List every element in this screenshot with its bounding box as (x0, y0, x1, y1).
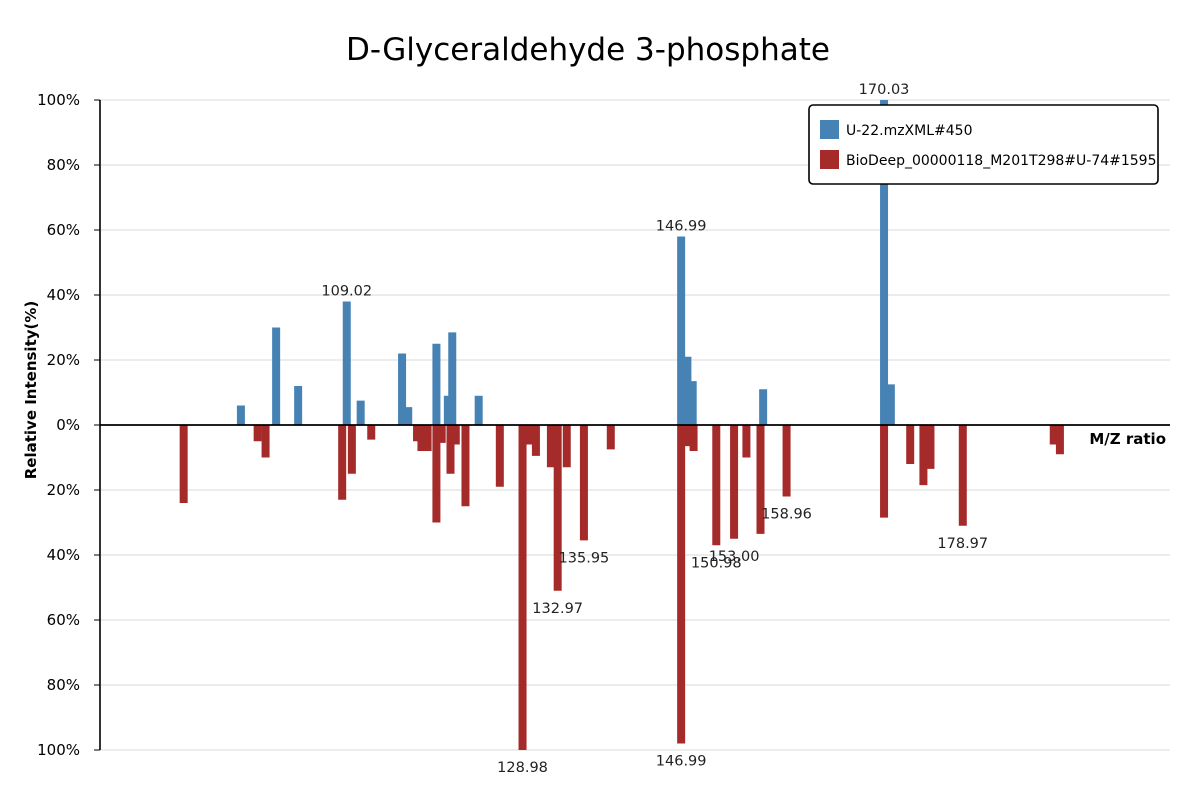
library-peak-bar (179, 425, 188, 503)
legend-box (808, 104, 1159, 185)
y-tick-label: 60% (47, 611, 80, 629)
y-tick-label: 20% (47, 351, 80, 369)
peak-labels: 109.02 146.99 170.03 128.98 132.97 135.95 146.… (321, 82, 988, 776)
library-peak-bar (524, 425, 532, 445)
reference-peak-bar (677, 236, 686, 425)
peak-label: 178.97 (937, 536, 988, 552)
library-peak-bar (1055, 425, 1064, 455)
reference-peak-bar (398, 353, 407, 425)
library-peak-bar (432, 425, 441, 523)
library-peak-bar (446, 425, 455, 474)
library-peak-bar (579, 425, 588, 541)
library-peak-bar (958, 425, 967, 526)
peak-label: 170.03 (859, 82, 910, 98)
library-peak-bar (880, 425, 889, 518)
grid-layer (100, 99, 1170, 751)
reference-peak-bar (448, 332, 457, 425)
library-peak-bar (423, 425, 432, 451)
legend-swatch-reference (820, 120, 839, 139)
library-peak-bar (906, 425, 915, 464)
legend: U-22.mzXML#450 BioDeep_00000118_M201T298… (808, 104, 1159, 185)
library-peak-bar (562, 425, 571, 468)
peak-label: 135.95 (559, 550, 610, 566)
library-peak-bar (495, 425, 504, 487)
y-ticks: 100% 80% 60% 40% 20% 0% 20% 40% 60% 80% 100% (37, 91, 100, 759)
library-peaks (179, 425, 1064, 750)
library-peak-bar (437, 425, 446, 443)
library-peak-bar (518, 425, 527, 750)
library-peak-bar (546, 425, 555, 468)
reference-peak-bar (272, 327, 281, 425)
y-tick-label: 60% (47, 221, 80, 239)
library-peak-bar (712, 425, 721, 546)
peak-label: 146.99 (656, 754, 707, 770)
peak-label: 128.98 (497, 760, 548, 776)
peak-label: 146.99 (656, 219, 707, 235)
library-peak-bar (417, 425, 426, 451)
library-peak-bar (461, 425, 470, 507)
y-tick-label: 80% (47, 156, 80, 174)
legend-swatch-library (820, 150, 839, 169)
peak-label: 150.98 (691, 555, 742, 571)
y-tick-label: 100% (37, 741, 80, 759)
library-peak-bar (347, 425, 356, 474)
reference-peak-bar (236, 405, 245, 425)
peak-label: 153.00 (709, 549, 760, 565)
library-peak-bar (553, 425, 562, 591)
library-peak-bar (756, 425, 765, 534)
legend-label-library: BioDeep_00000118_M201T298#U-74#1595 (846, 153, 1157, 169)
peak-label: 132.97 (532, 601, 583, 617)
library-peak-bar (413, 425, 422, 442)
chart-title: D-Glyceraldehyde 3-phosphate (346, 32, 830, 68)
reference-peak-bar (432, 343, 441, 425)
reference-peak-bar (683, 356, 692, 425)
library-peak-bar (531, 425, 540, 456)
library-peak-bar (677, 425, 686, 744)
reference-peak-bar (443, 395, 452, 425)
y-tick-label: 20% (47, 481, 80, 499)
library-peak-bar (1049, 425, 1058, 445)
library-peak-bar (338, 425, 347, 500)
library-peak-bar (253, 425, 262, 442)
reference-peak-bar (342, 301, 351, 425)
library-peak-bar (367, 425, 376, 440)
legend-label-reference: U-22.mzXML#450 (846, 123, 972, 139)
y-tick-label: 40% (47, 546, 80, 564)
reference-peak-bar (688, 381, 697, 425)
library-peak-bar (261, 425, 270, 458)
reference-peak-bar (294, 386, 303, 425)
y-tick-label: 100% (37, 91, 80, 109)
y-axis-title: Relative Intensity(%) (22, 301, 40, 480)
y-tick-label: 80% (47, 676, 80, 694)
reference-peak-bar (886, 384, 895, 425)
y-tick-label: 0% (56, 416, 80, 434)
library-peak-bar (782, 425, 791, 497)
library-peak-bar (730, 425, 739, 539)
reference-peak-bar (880, 100, 889, 425)
library-peak-bar (926, 425, 935, 469)
library-peak-bar (742, 425, 751, 458)
reference-peak-bar (356, 400, 365, 425)
library-peak-bar (689, 425, 698, 451)
reference-peaks (236, 100, 895, 425)
reference-peak-bar (759, 389, 768, 425)
library-peak-bar (451, 425, 460, 445)
reference-peak-bar (474, 395, 483, 425)
library-peak-bar (606, 425, 615, 450)
x-axis-title: M/Z ratio (1089, 430, 1166, 448)
library-peak-bar (919, 425, 928, 486)
library-peak-bar (682, 425, 691, 447)
y-tick-label: 40% (47, 286, 80, 304)
peak-label: 109.02 (321, 284, 372, 300)
peak-label: 158.96 (761, 507, 812, 523)
reference-peak-bar (404, 407, 413, 425)
